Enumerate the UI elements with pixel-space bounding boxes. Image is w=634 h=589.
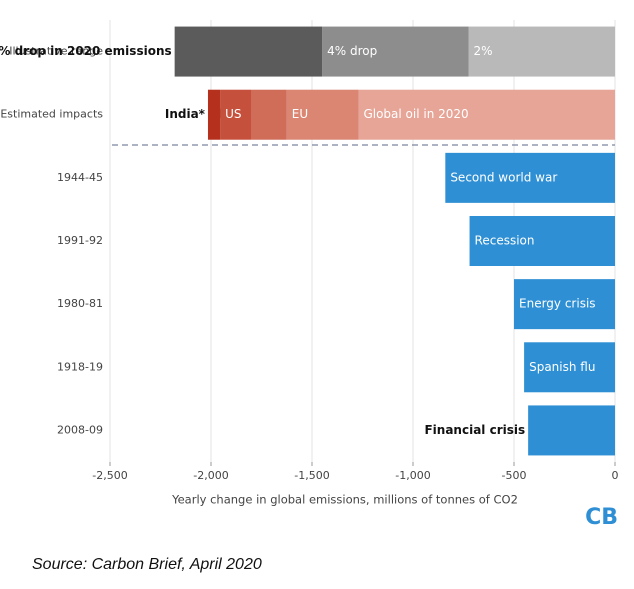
- x-axis-label: Yearly change in global emissions, milli…: [171, 493, 518, 507]
- bar-segment: [174, 26, 323, 77]
- y-tick-label: 1991-92: [57, 234, 103, 247]
- bar-segment: [286, 89, 359, 140]
- x-tick-label: -2,000: [193, 469, 228, 482]
- x-tick-label: -2,500: [92, 469, 127, 482]
- bar-segment: [220, 89, 252, 140]
- bar-segment: [207, 89, 221, 140]
- segment-label: Financial crisis: [424, 423, 525, 437]
- y-tick-label: 1944-45: [57, 171, 103, 184]
- segment-label: 6% drop in 2020 emissions: [0, 44, 172, 58]
- y-tick-label: 1918-19: [57, 360, 103, 373]
- segment-label: Second world war: [450, 170, 557, 184]
- segment-label: 4% drop: [327, 44, 377, 58]
- bar-segment: [358, 89, 615, 140]
- bar-segment: [528, 405, 615, 456]
- bar-segment: [468, 26, 615, 77]
- x-tick-label: -1,000: [395, 469, 430, 482]
- y-tick-label: 2008-09: [57, 423, 103, 436]
- segment-label: Recession: [475, 234, 535, 248]
- segment-label: EU: [292, 107, 308, 121]
- bar-segment: [445, 152, 615, 203]
- x-tick-label: 0: [612, 469, 619, 482]
- bar-segment: [524, 342, 615, 393]
- logo: CB: [585, 505, 618, 530]
- bar-segment: [514, 279, 615, 330]
- segment-label: Energy crisis: [519, 297, 596, 311]
- segment-label: Spanish flu: [529, 360, 595, 374]
- y-tick-label: 1980-81: [57, 297, 103, 310]
- segment-label: 2%: [474, 44, 493, 58]
- x-tick-label: -500: [502, 469, 527, 482]
- segment-label: India*: [165, 107, 206, 121]
- bar-segment: [251, 89, 287, 140]
- y-tick-label: Illustrative range: [9, 45, 103, 58]
- bar-segment: [322, 26, 469, 77]
- segment-label: US: [225, 107, 241, 121]
- y-tick-label: Estimated impacts: [0, 108, 103, 121]
- segment-label: Global oil in 2020: [363, 107, 468, 121]
- x-tick-label: -1,500: [294, 469, 329, 482]
- source: Source: Carbon Brief, April 2020: [32, 556, 262, 573]
- bar-segment: [469, 216, 615, 266]
